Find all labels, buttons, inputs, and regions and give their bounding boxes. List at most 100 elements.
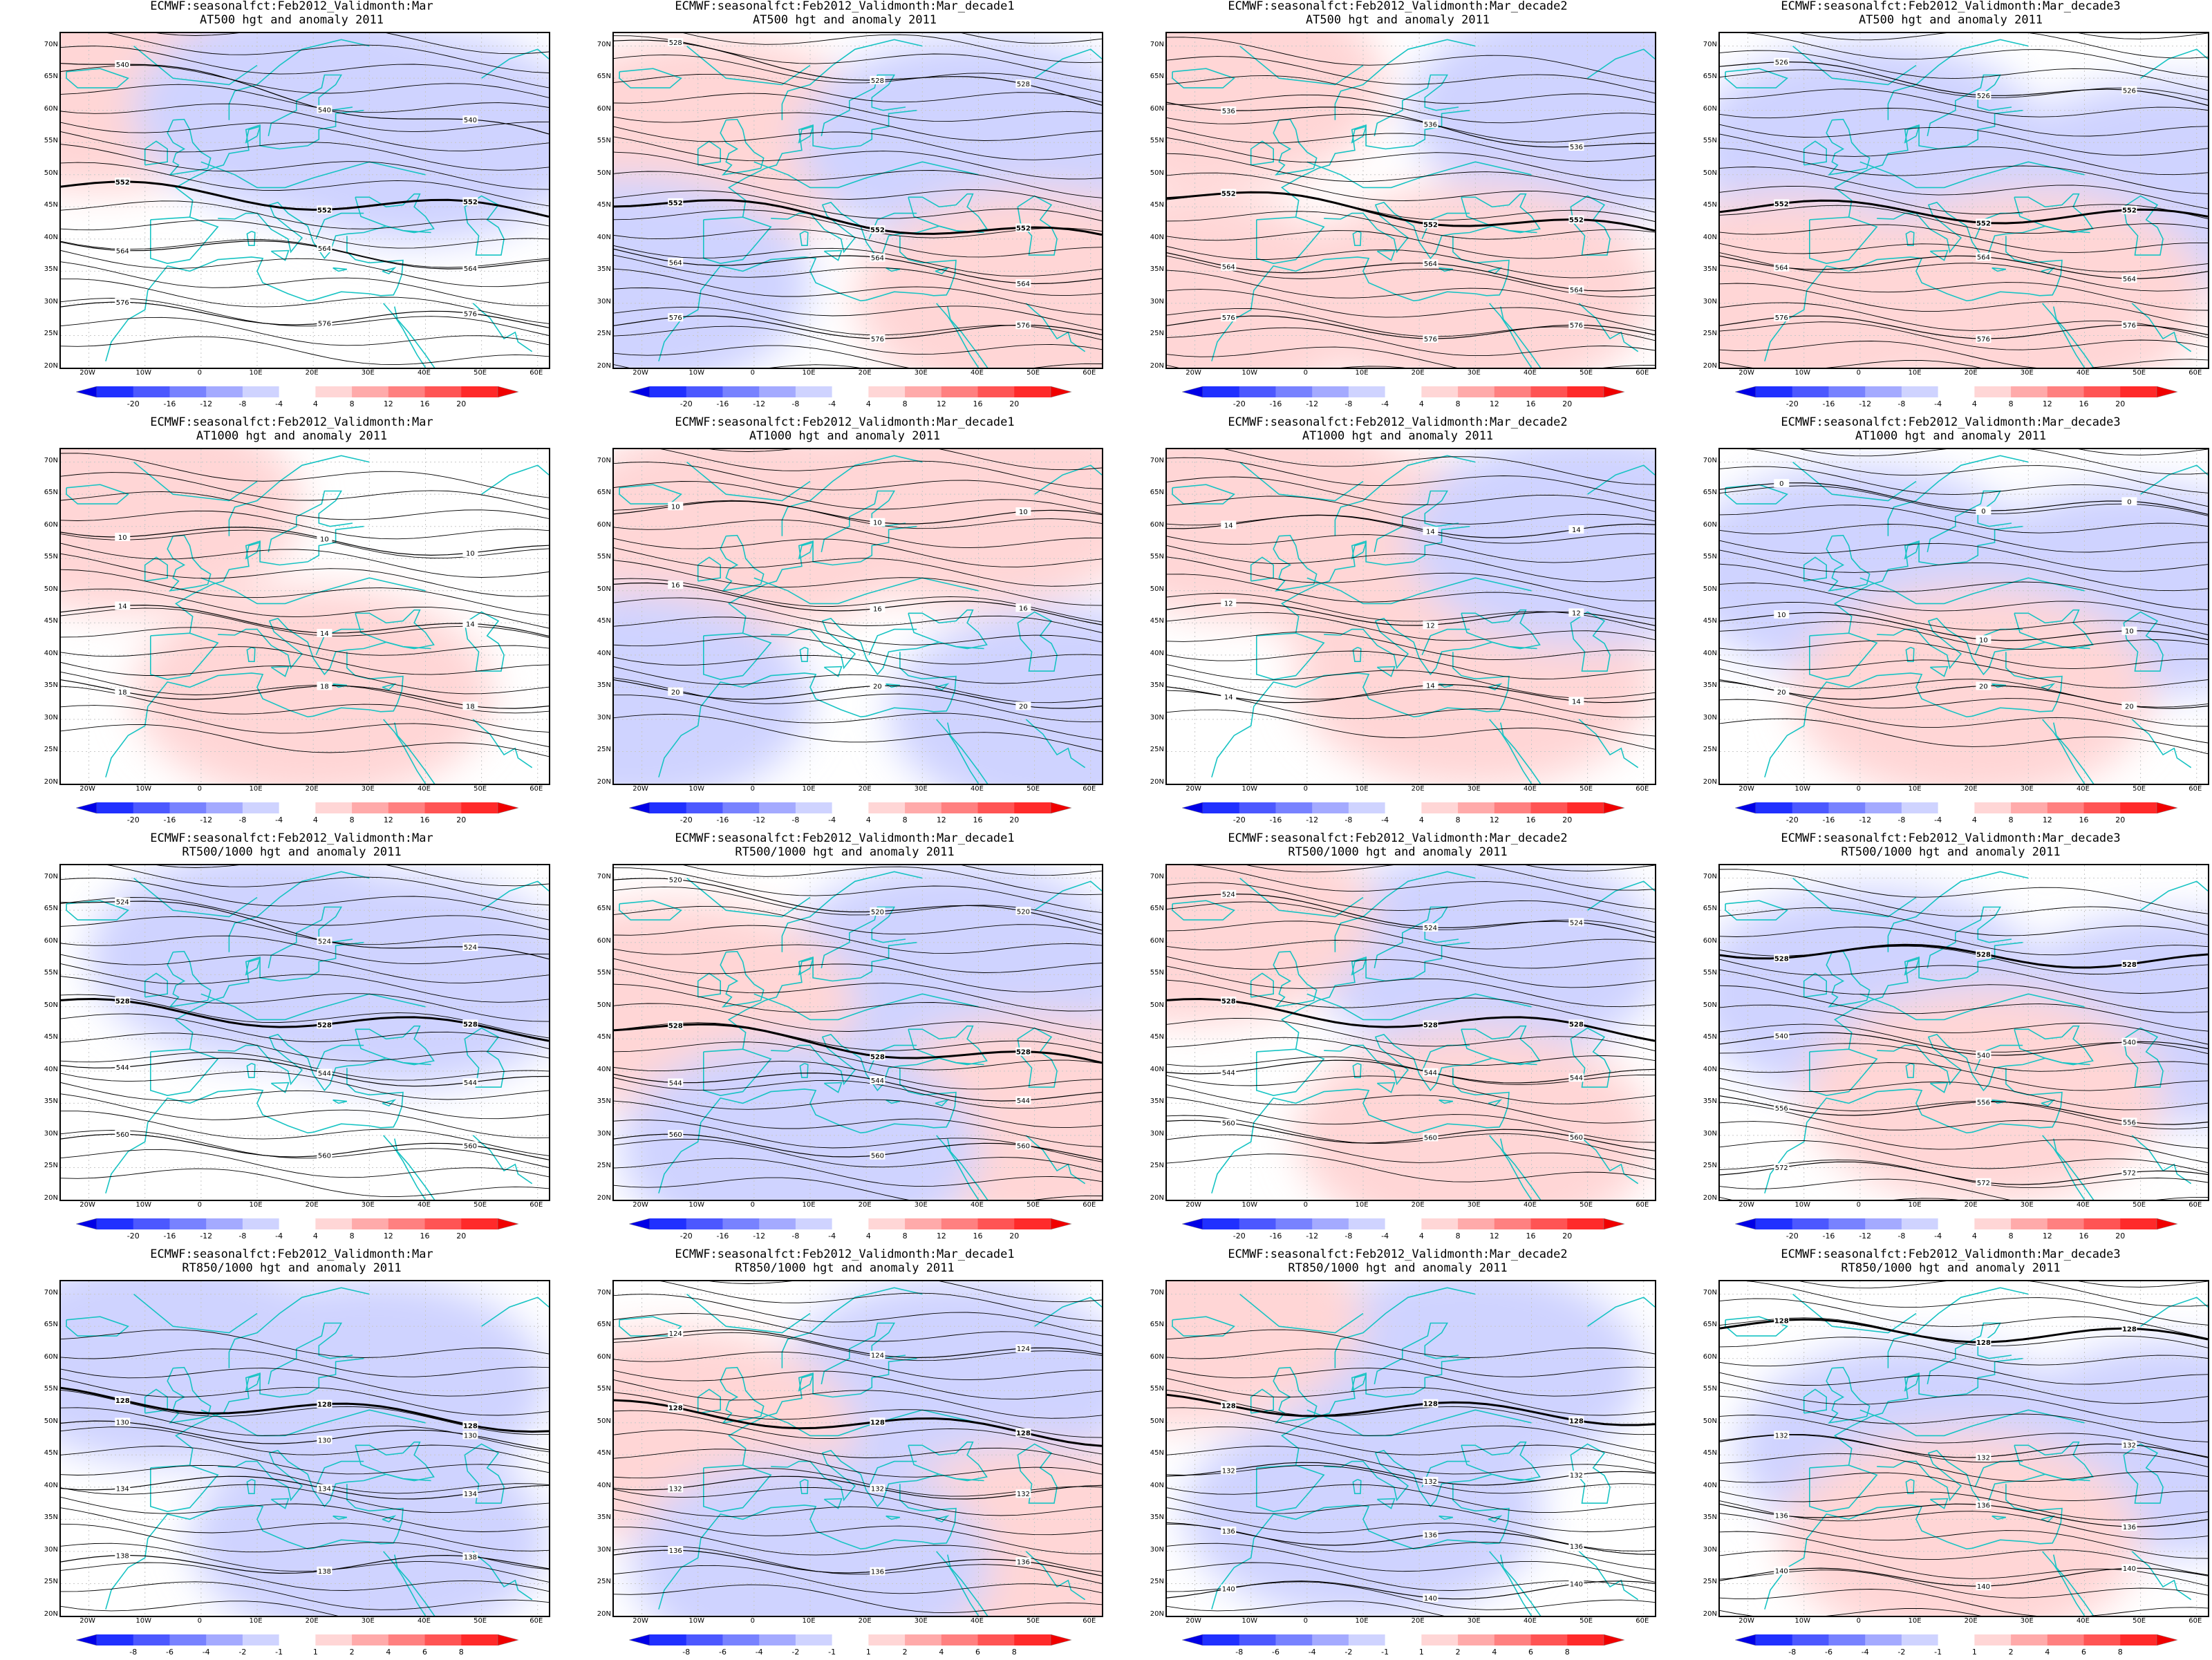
anomaly-blob — [614, 593, 811, 784]
colorbar-swatch — [206, 1218, 243, 1229]
colorbar-arrow-left — [1735, 1218, 1756, 1230]
contour-label-bg — [2121, 205, 2137, 214]
coastline — [935, 1551, 980, 1616]
coastline — [1461, 1441, 1541, 1482]
colorbar-swatch — [722, 802, 760, 813]
colorbar-swatch — [1239, 386, 1276, 397]
contour-label-bg — [2121, 960, 2137, 969]
colorbar-swatch — [97, 386, 134, 397]
colorbar-swatch — [1756, 1634, 1793, 1645]
contour-label: 526 — [1775, 59, 1788, 67]
contour-line — [614, 1410, 1102, 1455]
colorbar-swatch — [169, 1218, 207, 1229]
contour-label-bg — [668, 258, 684, 267]
colorbar-swatch — [461, 802, 498, 813]
contour-line — [1720, 1472, 2208, 1502]
lat-label: 60N — [44, 936, 58, 945]
coastline — [1461, 1025, 1541, 1066]
contour-line — [1720, 167, 2208, 209]
colorbar-label: -20 — [1232, 399, 1246, 408]
colorbar-swatch — [279, 1218, 316, 1229]
contour-label-bg — [115, 1396, 131, 1405]
contour-label: 132 — [2123, 1442, 2136, 1449]
contour-label-bg — [462, 1552, 478, 1561]
coastline — [1877, 617, 2090, 676]
contour-label-bg — [1568, 1019, 1584, 1028]
coastline — [218, 617, 431, 676]
colorbar-label: 1 — [1418, 1648, 1424, 1657]
lon-label: 10W — [135, 1201, 152, 1209]
contour-label-bg — [1568, 1133, 1584, 1142]
contour-line — [1167, 650, 1655, 679]
contour-label-bg — [1221, 1526, 1237, 1535]
lat-label: 35N — [597, 1513, 611, 1522]
coastline — [133, 877, 258, 918]
coastline — [218, 201, 431, 260]
colorbar-label: -8 — [238, 399, 247, 408]
colorbar-label: -16 — [1269, 815, 1282, 824]
colorbar-swatch — [1458, 1218, 1495, 1229]
contour-label-bg — [668, 1484, 684, 1493]
map-panel: ECMWF:seasonalfct:Feb2012_Validmonth:Mar… — [28, 1248, 556, 1660]
contour-label-bg — [462, 1489, 478, 1498]
lon-label: 20E — [858, 785, 872, 793]
coastline — [1809, 1464, 1878, 1513]
contour-label: 10 — [1979, 636, 1988, 644]
colorbar-label: 16 — [973, 815, 983, 824]
contour-label-bg — [1976, 252, 1991, 261]
contour-line — [61, 1111, 549, 1156]
contour-line — [614, 1294, 1102, 1337]
contour-line — [61, 1071, 549, 1100]
colorbar-label: -20 — [1785, 1232, 1799, 1241]
lat-label: 55N — [1703, 137, 1717, 145]
lon-label: 40E — [1523, 1201, 1537, 1209]
coastline — [1017, 611, 1058, 672]
coastline — [1374, 906, 1459, 969]
colorbar-arrow-right — [2156, 386, 2177, 398]
colorbar-swatch — [1756, 386, 1793, 397]
lon-label: 20W — [1185, 1201, 1201, 1209]
coastlines — [66, 39, 549, 368]
contour-label-bg — [1015, 507, 1031, 516]
lon-label: 60E — [529, 1617, 543, 1625]
colorbar-swatch — [1901, 802, 1939, 813]
lon-label: 40E — [970, 1201, 984, 1209]
colorbar-swatch — [1203, 1218, 1240, 1229]
map-panel: ECMWF:seasonalfct:Feb2012_Validmonth:Mar… — [1687, 1248, 2212, 1660]
contour-line — [1167, 113, 1655, 142]
contour-label-bg — [115, 897, 131, 906]
lon-label: 0 — [197, 785, 203, 793]
panel-subtitle: AT1000 hgt and anomaly 2011 — [196, 429, 388, 443]
colorbar-swatch — [1792, 386, 1829, 397]
lat-label: 25N — [1150, 746, 1164, 754]
contour-line — [1720, 621, 2208, 650]
lon-label: 10W — [1241, 785, 1258, 793]
contour-label-bg — [1568, 142, 1584, 151]
contour-line — [614, 171, 1102, 212]
contour-line — [61, 317, 549, 346]
colorbar-arrow-right — [1050, 1634, 1071, 1646]
contour-label-bg — [1774, 687, 1790, 696]
contour-label-bg — [1774, 263, 1790, 272]
contour-line — [61, 472, 549, 510]
contour-line — [1720, 1500, 2208, 1540]
contour-line — [1720, 926, 2208, 956]
coastline — [228, 455, 370, 536]
contour-line — [961, 865, 1102, 876]
coastline — [133, 45, 258, 86]
coastline — [1887, 455, 2029, 536]
lat-label: 50N — [1703, 1417, 1717, 1425]
colorbar-swatch — [1756, 802, 1793, 813]
coastline — [1211, 1484, 1510, 1610]
coastline — [382, 1099, 397, 1107]
lon-label: 50E — [1027, 369, 1040, 377]
lat-label: 55N — [1150, 1385, 1164, 1393]
contour-label-bg — [1015, 279, 1031, 288]
colorbar-swatch — [832, 386, 869, 397]
lat-label: 30N — [44, 713, 58, 721]
coastline — [200, 161, 426, 189]
contour-label-bg — [2121, 626, 2137, 635]
lat-label: 60N — [44, 104, 58, 113]
contour-line — [1720, 1513, 2208, 1559]
colorbar-label: 16 — [973, 399, 983, 408]
